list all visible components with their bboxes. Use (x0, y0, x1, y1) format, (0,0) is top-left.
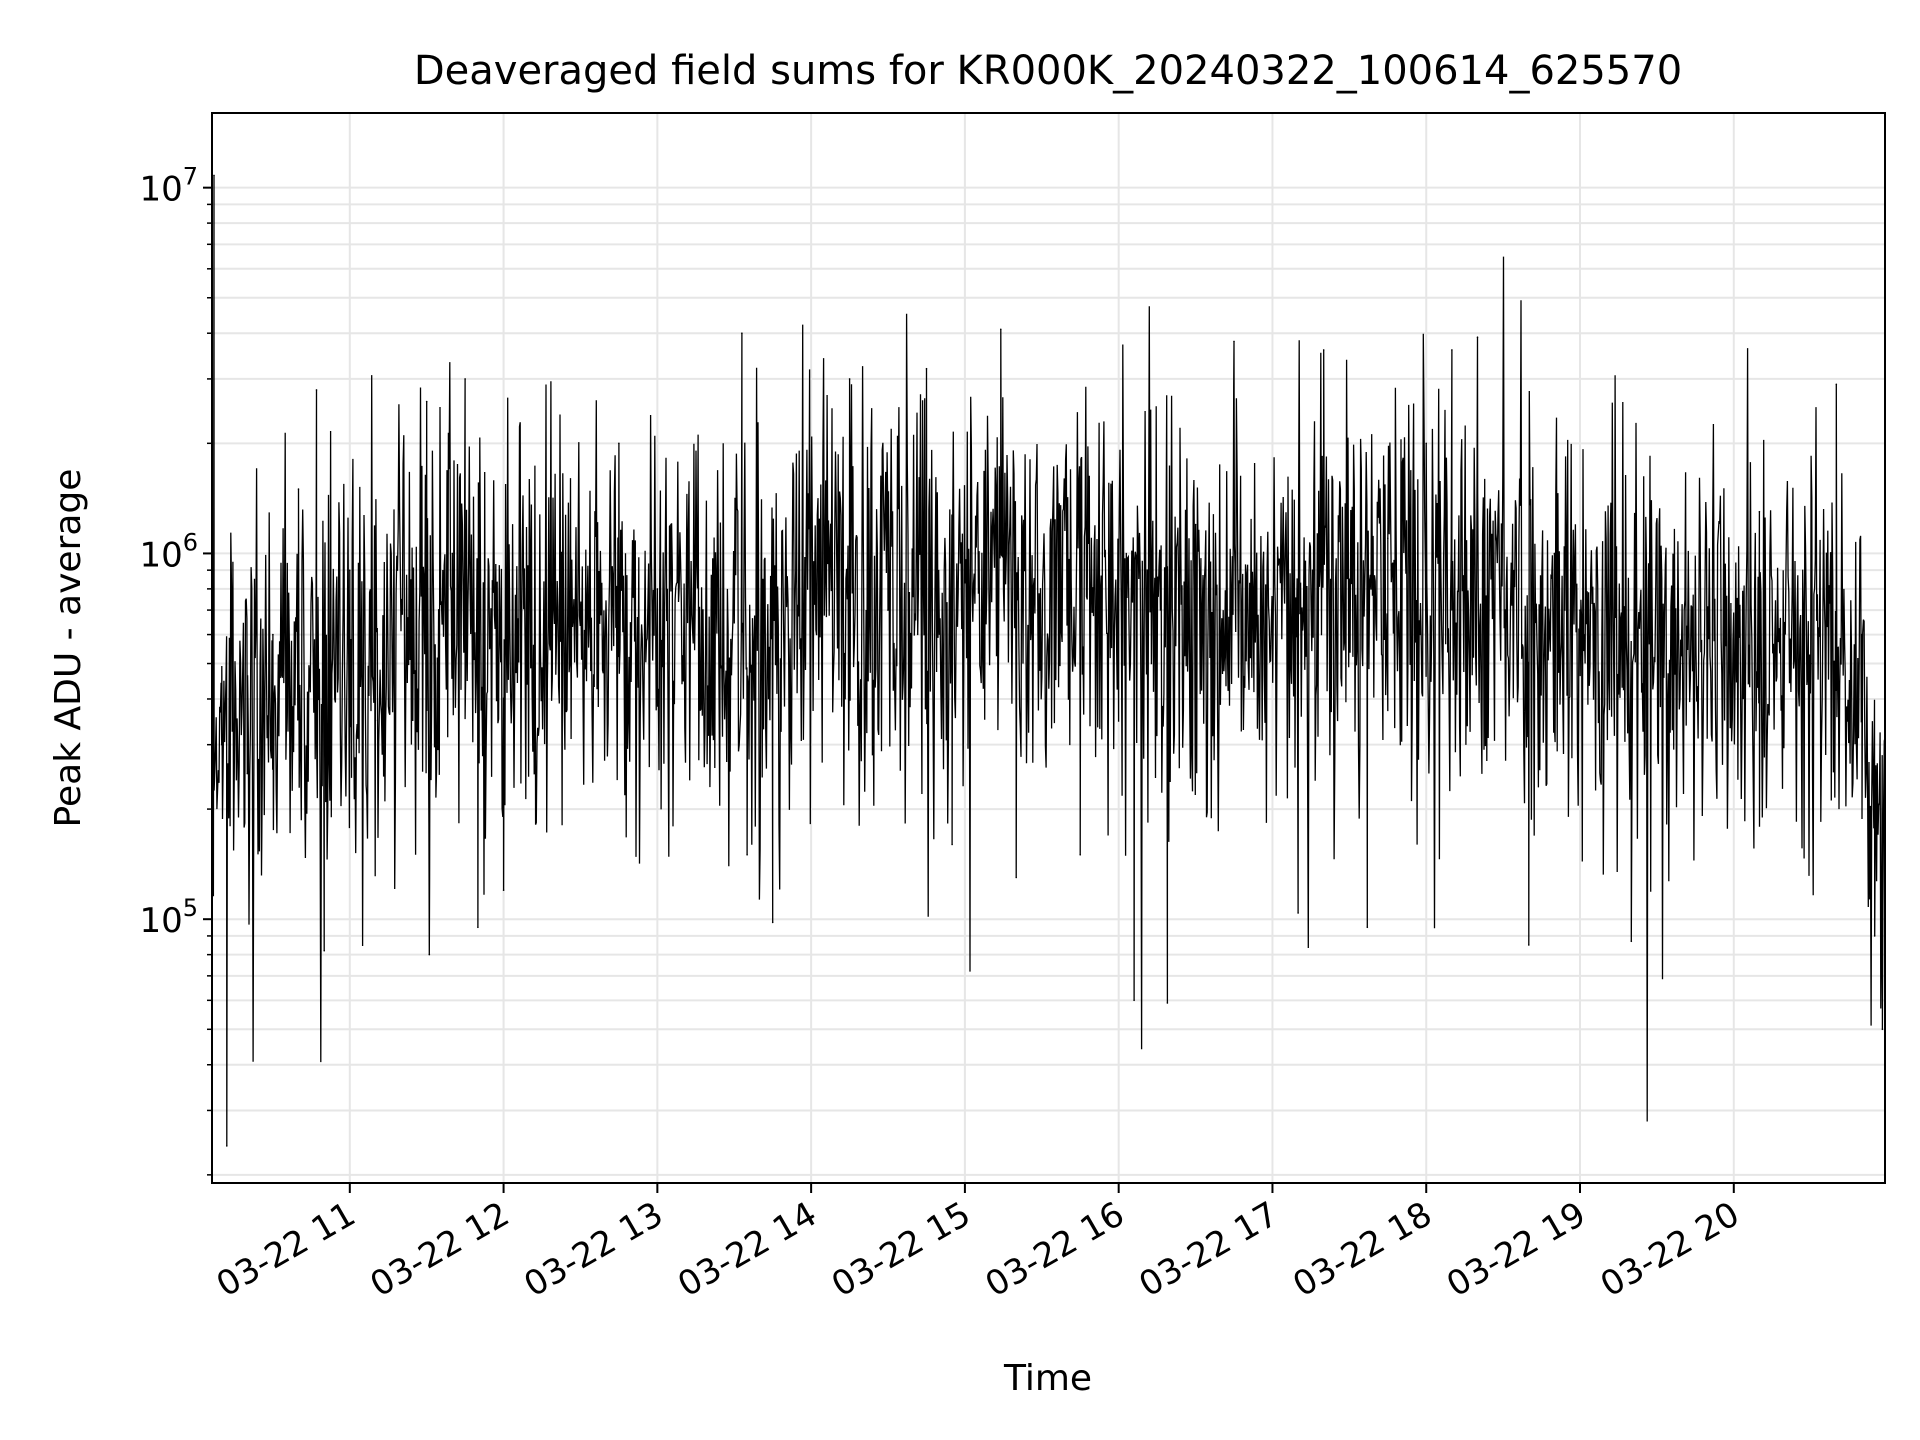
y-tick-label: 105 (139, 894, 198, 941)
series-point (297, 488, 300, 490)
y-tick-label: 106 (139, 528, 198, 575)
series-point (1079, 854, 1081, 856)
series-point (1720, 609, 1722, 611)
series-point (425, 400, 428, 403)
series-point (1015, 876, 1017, 879)
series-point (451, 552, 454, 555)
series-point (964, 569, 966, 571)
series-point (951, 843, 953, 846)
series-point (213, 174, 215, 177)
series-point (323, 949, 326, 952)
series-point (925, 367, 928, 370)
series-point (1066, 569, 1069, 571)
series-point (1233, 340, 1235, 343)
series-layer (211, 174, 1886, 1147)
series-point (1425, 442, 1427, 445)
series-point (1528, 944, 1530, 946)
series-point (1873, 935, 1876, 937)
series-point (1835, 383, 1838, 386)
series-point (746, 854, 748, 856)
series-point (349, 569, 351, 571)
series-point (1451, 349, 1453, 351)
series-point (1630, 940, 1633, 943)
series-line (211, 175, 1886, 1146)
series-point (771, 921, 774, 924)
series-point (1166, 1002, 1169, 1004)
grid (212, 113, 1885, 1183)
chart-title: Deaveraged field sums for KR000K_2024032… (414, 48, 1682, 94)
series-point (1366, 926, 1369, 929)
series-point (272, 633, 274, 636)
series-point (1579, 609, 1581, 611)
series-point (1194, 523, 1197, 526)
series-point (374, 719, 377, 721)
series-point (733, 588, 735, 590)
series-point (579, 609, 582, 611)
series-point (741, 332, 743, 335)
series-point (226, 1145, 228, 1147)
y-axis-label: Peak ADU - average (48, 469, 89, 828)
series-point (1387, 537, 1389, 540)
series-point (1322, 349, 1325, 351)
series-point (1553, 552, 1556, 555)
series-point (887, 609, 889, 611)
y-tick-label: 107 (139, 163, 198, 210)
series-point (1271, 633, 1274, 636)
series-point (618, 442, 620, 445)
series-point (656, 588, 659, 590)
series-point (315, 389, 318, 391)
series-point (220, 743, 223, 746)
series-point (464, 378, 466, 380)
series-point (246, 772, 249, 775)
series-point (1117, 588, 1120, 590)
series-point (1297, 912, 1299, 914)
series-point (428, 953, 431, 956)
x-axis-label: Time (1003, 1358, 1092, 1399)
series-point (1861, 633, 1863, 636)
series-point (1809, 662, 1812, 665)
plot-frame (211, 112, 1886, 1184)
series-point (810, 523, 812, 526)
series-point (1758, 510, 1761, 513)
series-point (848, 378, 851, 380)
series-point (1476, 336, 1479, 339)
series-point (1881, 1028, 1884, 1031)
series-point (1000, 328, 1002, 331)
series-point (1133, 999, 1135, 1002)
series-point (1681, 662, 1684, 665)
y-axis: 105 106 107 (139, 163, 212, 1176)
series-point (502, 889, 505, 891)
series-point (400, 609, 402, 611)
series-point (477, 926, 479, 929)
